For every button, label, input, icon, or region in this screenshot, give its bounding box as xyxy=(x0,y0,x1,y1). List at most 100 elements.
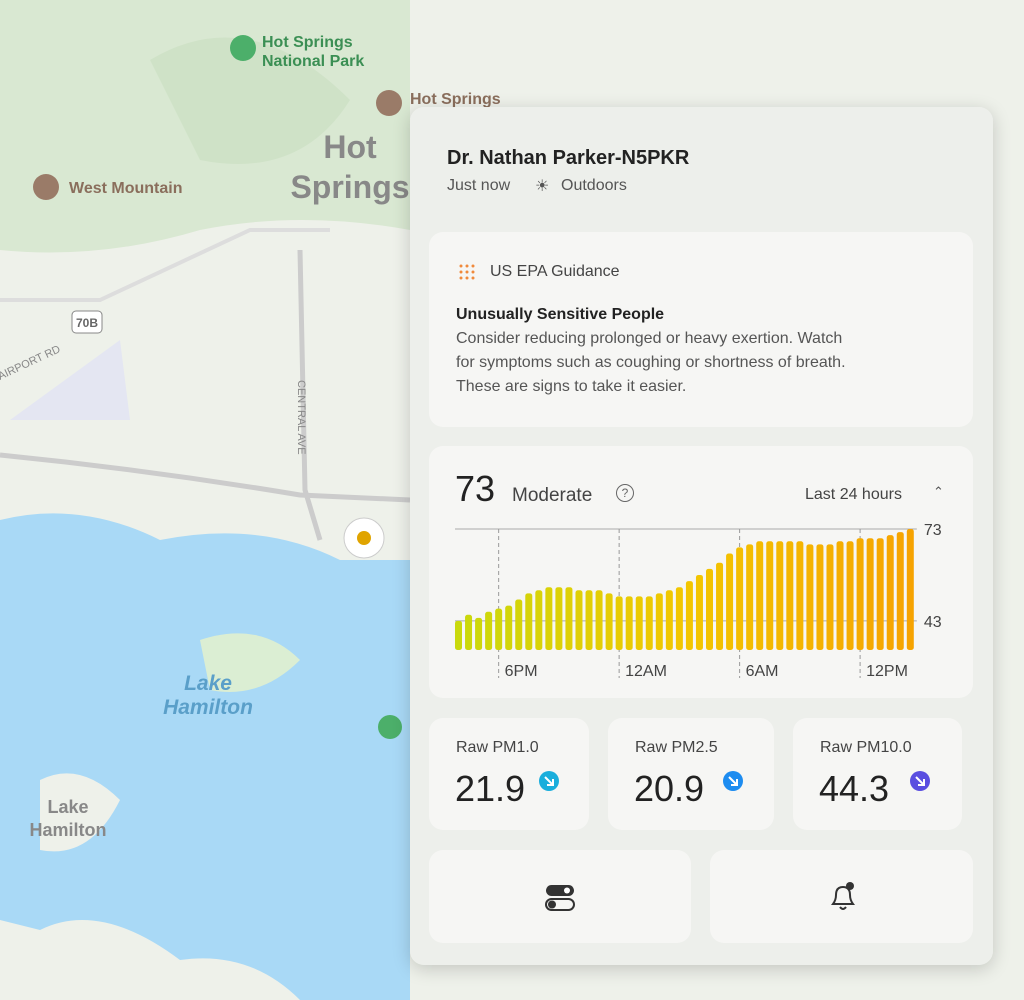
trend-icon xyxy=(723,771,743,791)
metric-label: Raw PM2.5 xyxy=(635,739,718,756)
bar xyxy=(685,581,693,650)
map-label: CENTRAL AVE xyxy=(295,380,307,455)
bar xyxy=(455,620,462,650)
bar xyxy=(716,562,724,650)
guidance-text: Consider reducing prolonged or heavy exe… xyxy=(456,330,843,347)
route-shield xyxy=(71,310,103,334)
bar xyxy=(736,547,744,650)
bar xyxy=(856,538,864,650)
guidance-card: US EPA Guidance Unusually Sensitive Peop… xyxy=(429,232,973,427)
bar xyxy=(645,596,653,650)
guidance-heading: US EPA Guidance xyxy=(490,263,620,280)
bar xyxy=(625,596,633,650)
bar xyxy=(896,532,904,650)
epa-icon xyxy=(459,264,475,280)
alert-button[interactable] xyxy=(710,850,973,943)
bar xyxy=(796,541,804,650)
bar xyxy=(766,541,774,650)
map-label: Lake xyxy=(184,672,232,695)
metric-card: Raw PM2.5 20.9 xyxy=(608,718,774,830)
bar xyxy=(635,596,643,650)
y-tick-label: 73 xyxy=(924,522,942,539)
bar xyxy=(816,544,824,650)
x-tick-label: 6PM xyxy=(505,663,538,680)
bar xyxy=(575,590,583,650)
bar xyxy=(615,596,623,650)
bar xyxy=(876,538,884,650)
map-label: Hamilton xyxy=(163,696,253,719)
bar xyxy=(515,599,523,650)
map-label: West Mountain xyxy=(69,180,182,197)
chart: 43 73 6PM 12AM 6AM 12PM xyxy=(455,522,942,680)
map-label: Lake xyxy=(47,797,88,817)
bar xyxy=(726,553,734,650)
map-label: Hot Springs xyxy=(410,91,501,108)
trend-icon xyxy=(910,771,930,791)
forest xyxy=(150,37,350,164)
map-label: Springs xyxy=(290,169,409,205)
bar xyxy=(886,535,894,650)
bar xyxy=(465,614,473,650)
bar xyxy=(675,587,683,650)
road xyxy=(0,452,411,503)
metric-value: 21.9 xyxy=(455,768,526,809)
bar xyxy=(906,529,914,650)
map-label: Hot xyxy=(323,129,377,165)
metric-value: 44.3 xyxy=(819,768,890,809)
map-label: Hamilton xyxy=(29,820,106,840)
sun-icon: ☀ xyxy=(535,178,550,195)
airport xyxy=(10,340,130,420)
aqi-value: 73 xyxy=(455,468,496,509)
environment: Outdoors xyxy=(561,177,627,194)
toggle-icon xyxy=(545,885,575,911)
bar xyxy=(495,608,503,650)
bar xyxy=(866,538,874,650)
bar xyxy=(545,587,553,650)
help-icon[interactable]: ? xyxy=(616,484,634,502)
peak-icon xyxy=(33,174,59,200)
bar xyxy=(535,590,543,650)
bar xyxy=(786,541,794,650)
settings-button[interactable] xyxy=(429,850,691,943)
metric-label: Raw PM1.0 xyxy=(456,739,539,756)
bar xyxy=(595,590,603,650)
bar xyxy=(525,593,533,650)
road xyxy=(297,249,323,541)
guidance-text: for symptoms such as coughing or shortne… xyxy=(456,354,846,371)
map-label: Hot Springs xyxy=(262,34,353,51)
bar xyxy=(776,541,784,650)
range-selector[interactable]: Last 24 hours xyxy=(805,486,902,503)
aqi-category: Moderate xyxy=(512,485,593,506)
bar xyxy=(555,587,563,650)
island xyxy=(200,633,300,692)
bar xyxy=(756,541,764,650)
poi-icon xyxy=(378,715,402,739)
road xyxy=(0,228,330,302)
park-icon xyxy=(230,35,256,61)
sensor-dot xyxy=(357,531,371,545)
metric-card: Raw PM1.0 21.9 xyxy=(429,718,589,830)
bar xyxy=(655,593,663,650)
bar xyxy=(695,574,703,650)
guidance-group: Unusually Sensitive People xyxy=(456,306,665,323)
map-label: National Park xyxy=(262,53,364,70)
bar xyxy=(806,544,814,650)
bar xyxy=(846,541,854,650)
popup: Dr. Nathan Parker-N5PKR Just now ☀ Outdo… xyxy=(410,107,993,965)
bar xyxy=(585,590,593,650)
sensor-title: Dr. Nathan Parker-N5PKR xyxy=(447,147,690,169)
map-label: 70B xyxy=(76,316,98,330)
chevron: ⌃ xyxy=(933,484,944,499)
metric-card: Raw PM10.0 44.3 xyxy=(793,718,962,830)
guidance-text: These are signs to take it easier. xyxy=(456,378,687,395)
x-tick-label: 12PM xyxy=(866,663,908,680)
trend-icon xyxy=(539,771,559,791)
bar xyxy=(485,611,493,650)
x-tick-label: 6AM xyxy=(746,663,779,680)
lake xyxy=(0,513,410,1000)
bar xyxy=(605,593,613,650)
bar xyxy=(706,568,713,650)
bar xyxy=(565,587,573,650)
x-tick-label: 12AM xyxy=(625,663,667,680)
